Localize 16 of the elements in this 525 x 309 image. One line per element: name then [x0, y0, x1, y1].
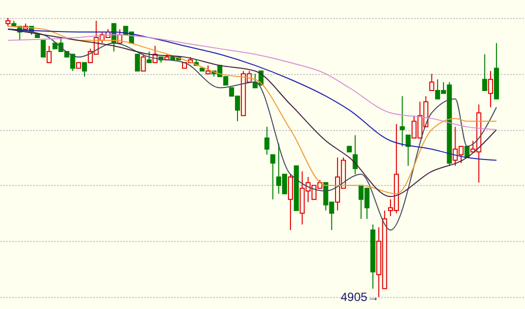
candlestick: [352, 134, 358, 175]
annotation: 4905→: [340, 290, 380, 304]
candlestick: [82, 62, 87, 78]
candlestick: [429, 73, 434, 92]
candlestick: [288, 174, 293, 231]
candlestick: [482, 54, 488, 92]
candlestick: [134, 54, 140, 72]
candlestick: [46, 45, 52, 64]
candlestick: [40, 40, 46, 58]
candlestick: [140, 54, 146, 72]
candlestick: [400, 96, 405, 147]
candlestick: [406, 134, 411, 166]
candlestick: [270, 154, 276, 200]
candlestick: [488, 70, 494, 108]
candlestick: [264, 126, 270, 156]
candlestick: [146, 50, 152, 64]
